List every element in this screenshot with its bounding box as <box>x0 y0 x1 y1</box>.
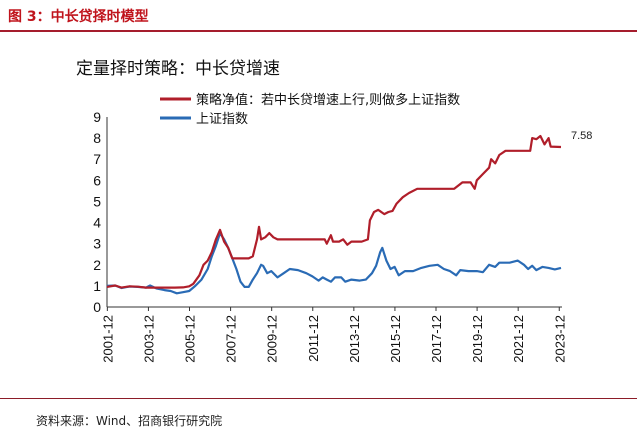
x-axis: 2001-12 2003-12 2005-12 2007-12 2009-12 2011-… <box>100 306 567 363</box>
y-tick-label: 0 <box>93 299 101 315</box>
x-tick-label: 2009-12 <box>265 315 280 363</box>
x-tick-label: 2007-12 <box>224 315 239 363</box>
legend-label-1: 策略净值：若中长贷增速上行,则做多上证指数 <box>196 92 460 108</box>
x-tick-label: 2005-12 <box>183 315 198 363</box>
end-value-label: 7.58 <box>571 130 592 142</box>
footer-divider <box>0 398 637 399</box>
y-axis: 0 1 2 3 4 5 6 7 8 9 <box>93 109 108 315</box>
source-note: 资料来源：Wind、招商银行研究院 <box>36 414 223 428</box>
y-tick-label: 7 <box>93 151 101 167</box>
y-tick-label: 4 <box>93 215 101 231</box>
legend-label-2: 上证指数 <box>196 112 248 127</box>
y-tick-label: 9 <box>93 109 101 125</box>
x-tick-label: 2013-12 <box>347 315 362 363</box>
x-tick-label: 2021-12 <box>511 315 526 363</box>
x-tick-label: 2023-12 <box>552 315 567 363</box>
annotations: 7.58 <box>571 130 592 142</box>
heading-divider <box>0 30 637 32</box>
figure-heading: 图 3：中长贷择时模型 <box>8 9 149 25</box>
y-tick-label: 1 <box>93 278 101 294</box>
plot-area <box>106 134 562 295</box>
y-tick-label: 5 <box>93 193 101 209</box>
x-tick-label: 2015-12 <box>388 315 403 363</box>
x-tick-label: 2003-12 <box>141 315 156 363</box>
y-tick-label: 3 <box>93 236 101 252</box>
x-tick-label: 2019-12 <box>470 315 485 363</box>
y-tick-label: 6 <box>93 172 101 188</box>
y-tick-label: 8 <box>93 130 101 146</box>
series-line-1 <box>106 134 562 289</box>
chart-title: 定量择时策略：中长贷增速 <box>76 59 280 79</box>
series-line-2 <box>106 232 562 295</box>
x-tick-label: 2017-12 <box>429 315 444 363</box>
y-tick-label: 2 <box>93 257 101 273</box>
x-tick-label: 2001-12 <box>100 315 115 363</box>
x-tick-label: 2011-12 <box>306 315 321 362</box>
